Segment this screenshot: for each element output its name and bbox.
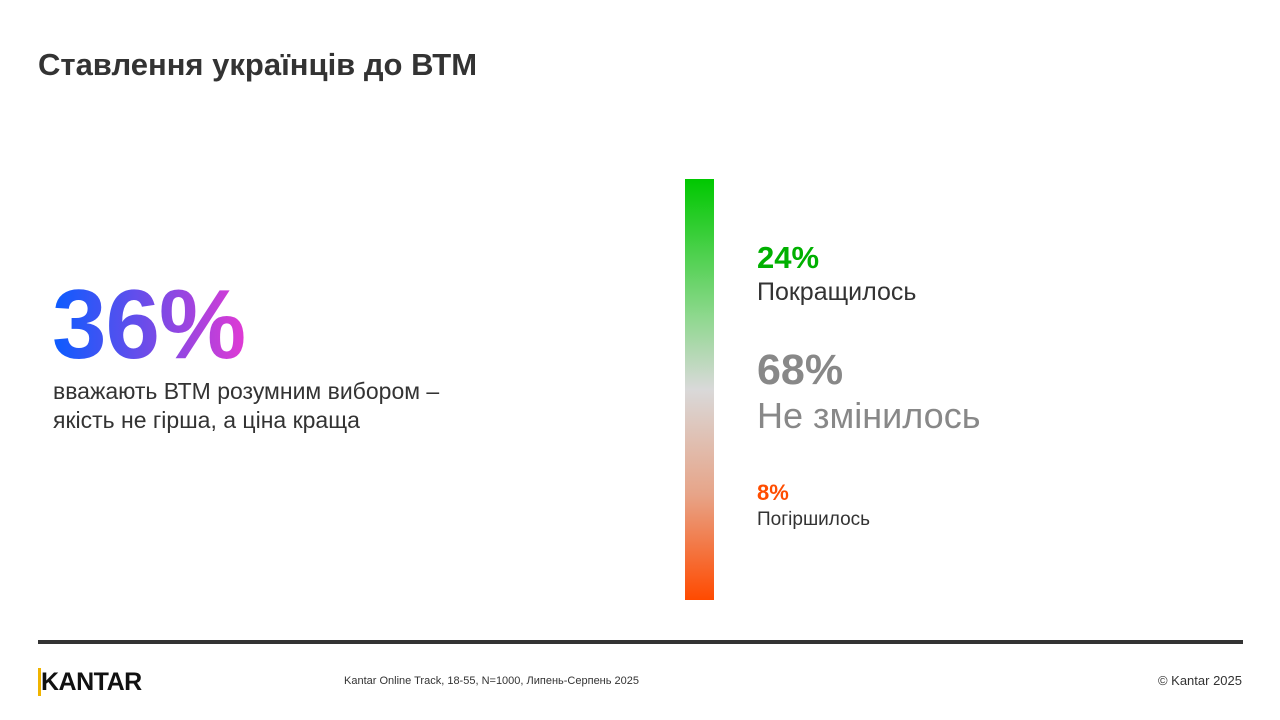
kantar-logo: KANTAR: [38, 668, 142, 697]
logo-text: KANTAR: [38, 668, 142, 696]
improved-block: 24% Покращилось: [757, 240, 916, 307]
description-line: вважають ВТМ розумним вибором –: [53, 378, 440, 404]
improved-value: 24%: [757, 240, 820, 275]
improved-label: Покращилось: [757, 278, 917, 306]
unchanged-value: 68%: [757, 346, 844, 394]
description-line: якість не гірша, а ціна краща: [53, 407, 360, 433]
page-title: Ставлення українців до ВТМ: [38, 47, 478, 82]
worsened-block: 8% Погіршилось: [757, 480, 870, 531]
unchanged-label: Не змінилось: [757, 395, 981, 436]
gradient-scale-bar: [685, 179, 714, 600]
highlight-description: вважають ВТМ розумним вибором – якість н…: [53, 377, 439, 435]
unchanged-block: 68% Не змінилось: [757, 346, 980, 437]
worsened-value: 8%: [757, 480, 789, 505]
highlight-value: 36%: [52, 269, 246, 379]
source-note: Kantar Online Track, 18-55, N=1000, Липе…: [344, 675, 640, 687]
footer-divider: [38, 640, 1243, 644]
copyright: © Kantar 2025: [1157, 673, 1242, 688]
worsened-label: Погіршилось: [757, 509, 871, 530]
